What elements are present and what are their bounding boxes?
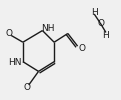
Text: O: O: [98, 19, 105, 28]
Text: NH: NH: [42, 24, 55, 33]
Text: H: H: [103, 31, 109, 40]
Text: O: O: [6, 29, 13, 38]
Text: H: H: [91, 8, 98, 17]
Text: O: O: [78, 44, 85, 53]
Text: O: O: [23, 83, 30, 92]
Text: HN: HN: [8, 58, 22, 67]
